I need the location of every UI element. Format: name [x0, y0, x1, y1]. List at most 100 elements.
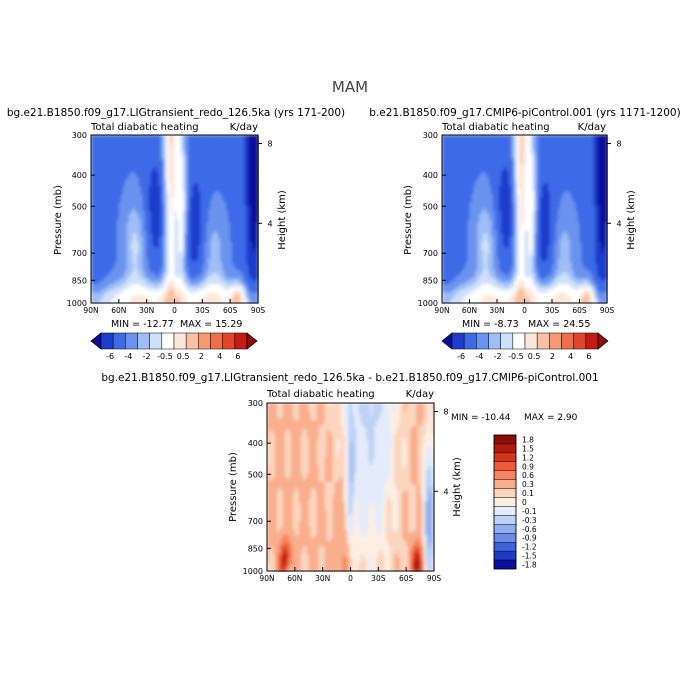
contour-cell — [180, 205, 184, 209]
contour-cell — [178, 244, 182, 248]
contour-cell — [100, 188, 104, 192]
contour-cell — [184, 244, 188, 248]
contour-cell — [122, 157, 126, 161]
contour-cell — [198, 171, 201, 175]
contour-cell — [210, 258, 213, 262]
contour-cell — [186, 205, 190, 209]
contour-cell — [208, 207, 211, 212]
contour-cell — [224, 227, 227, 231]
contour-cell — [114, 272, 118, 276]
contour-cell — [232, 137, 235, 142]
contour-cell — [120, 163, 124, 167]
contour-cell — [240, 213, 243, 217]
contour-cell — [114, 286, 118, 290]
contour-cell — [224, 213, 227, 217]
contour-cell — [254, 272, 257, 276]
contour-cell — [124, 289, 128, 293]
contour-cell — [142, 207, 146, 212]
contour-cell — [202, 188, 205, 192]
contour-cell — [232, 168, 235, 172]
contour-cell — [224, 241, 227, 245]
contour-cell — [92, 233, 96, 237]
contour-cell — [142, 210, 146, 214]
contour-cell — [200, 252, 203, 256]
contour-cell — [214, 224, 217, 228]
contour-cell — [94, 230, 98, 234]
contour-cell — [190, 289, 193, 293]
contour-cell — [188, 252, 192, 256]
contour-cell — [108, 168, 112, 172]
contour-cell — [164, 149, 168, 153]
contour-cell — [190, 146, 193, 150]
contour-cell — [160, 185, 164, 189]
contour-cell — [196, 219, 199, 223]
contour-cell — [140, 205, 144, 209]
contour-cell — [200, 277, 203, 282]
contour-cell — [158, 227, 162, 231]
contour-cell — [116, 171, 120, 175]
contour-cell — [110, 143, 114, 147]
contour-cell — [214, 151, 217, 156]
contour-cell — [234, 277, 237, 282]
contour-cell — [156, 300, 160, 304]
contour-cell — [226, 221, 229, 226]
contour-cell — [120, 165, 124, 170]
contour-cell — [172, 168, 176, 172]
contour-cell — [246, 202, 249, 206]
contour-cell — [180, 168, 184, 172]
contour-cell — [182, 219, 186, 223]
contour-cell — [184, 196, 188, 200]
contour-cell — [160, 168, 164, 172]
contour-cell — [91, 193, 94, 198]
contour-cell — [246, 210, 249, 214]
contour-cell — [124, 191, 128, 195]
contour-cell — [168, 249, 172, 254]
contour-cell — [108, 252, 112, 256]
contour-cell — [108, 244, 112, 248]
contour-cell — [186, 280, 190, 284]
contour-cell — [92, 171, 96, 175]
contour-cell — [144, 277, 148, 282]
contour-cell — [170, 163, 174, 167]
contour-cell — [198, 213, 201, 217]
contour-cell — [240, 294, 243, 298]
contour-cell — [204, 294, 207, 298]
contour-cell — [116, 263, 120, 268]
contour-cell — [132, 191, 136, 195]
contour-cell — [112, 191, 116, 195]
contour-cell — [256, 157, 259, 161]
contour-cell — [184, 193, 188, 198]
contour-cell — [162, 168, 166, 172]
contour-cell — [122, 238, 126, 242]
contour-cell — [214, 177, 217, 181]
contour-cell — [236, 149, 239, 153]
contour-cell — [162, 210, 166, 214]
contour-cell — [91, 154, 94, 158]
contour-cell — [150, 154, 154, 158]
contour-cell — [198, 247, 201, 251]
contour-cell — [94, 258, 98, 262]
contour-cell — [172, 174, 176, 178]
contour-cell — [108, 233, 112, 237]
contour-cell — [196, 252, 199, 256]
contour-cell — [208, 174, 211, 178]
contour-cell — [184, 207, 188, 212]
contour-cell — [182, 151, 186, 156]
contour-cell — [168, 154, 172, 158]
contour-cell — [174, 300, 178, 304]
contour-cell — [96, 202, 100, 206]
contour-cell — [204, 168, 207, 172]
contour-cell — [172, 219, 176, 223]
contour-cell — [196, 269, 199, 273]
contour-cell — [166, 219, 170, 223]
contour-cell — [146, 247, 150, 251]
contour-cell — [158, 216, 162, 220]
contour-cell — [166, 154, 170, 158]
contour-cell — [222, 286, 225, 290]
contour-cell — [248, 207, 251, 212]
contour-cell — [94, 266, 98, 270]
contour-cell — [104, 238, 108, 242]
contour-cell — [106, 165, 110, 170]
contour-cell — [206, 146, 209, 150]
contour-cell — [168, 191, 172, 195]
